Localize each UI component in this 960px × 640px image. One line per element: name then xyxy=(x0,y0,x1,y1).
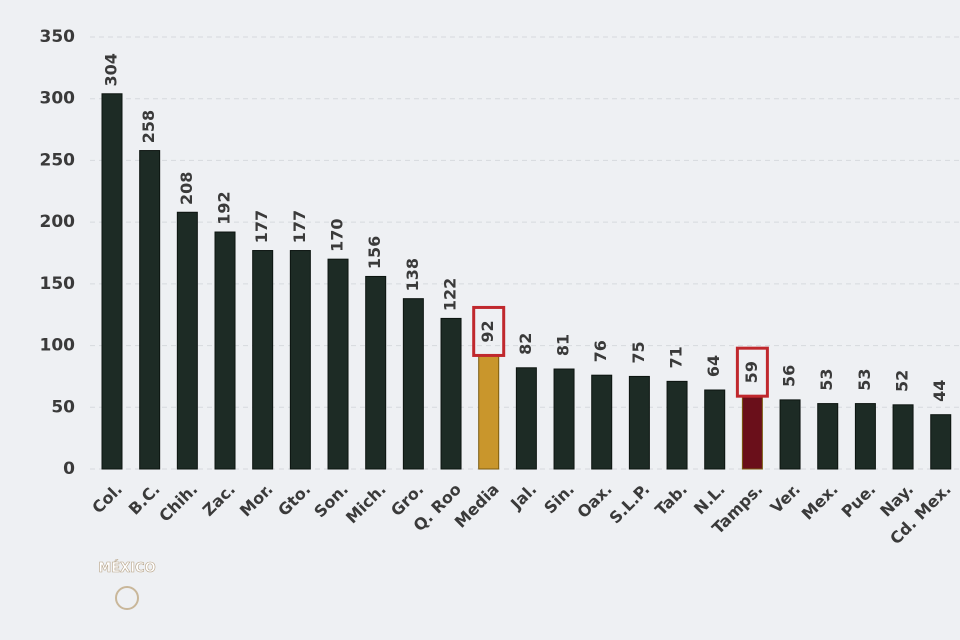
bar xyxy=(779,399,801,470)
value-label: 138 xyxy=(403,258,422,291)
value-label: 64 xyxy=(704,355,723,377)
value-label: 53 xyxy=(817,368,836,390)
y-tick-label: 50 xyxy=(51,397,75,417)
bar xyxy=(252,250,274,470)
value-label: 71 xyxy=(667,346,686,368)
value-label: 92 xyxy=(478,320,497,342)
y-tick-label: 300 xyxy=(40,89,76,109)
bar xyxy=(101,93,123,470)
value-label: 44 xyxy=(930,380,949,402)
value-label: 122 xyxy=(441,278,460,311)
bar xyxy=(289,250,311,470)
y-tick-label: 0 xyxy=(63,459,75,479)
value-label: 192 xyxy=(215,191,234,224)
y-tick-label: 200 xyxy=(40,212,76,232)
bar xyxy=(930,414,952,470)
value-label: 81 xyxy=(554,334,573,356)
highlight-box xyxy=(472,305,506,357)
bar xyxy=(628,375,650,470)
logo-text: MÉXICO xyxy=(98,560,155,576)
value-label: 258 xyxy=(139,110,158,143)
highlight-box xyxy=(735,346,769,398)
logo-seal xyxy=(115,586,139,610)
bar xyxy=(591,374,613,470)
bar xyxy=(892,404,914,470)
value-label: 59 xyxy=(742,361,761,383)
y-tick-label: 250 xyxy=(40,150,76,170)
value-label: 75 xyxy=(629,341,648,363)
bar xyxy=(515,367,537,470)
bar xyxy=(553,368,575,470)
bar xyxy=(666,380,688,470)
y-tick-label: 350 xyxy=(40,27,76,47)
value-label: 53 xyxy=(855,368,874,390)
bar xyxy=(327,258,349,470)
bar xyxy=(365,275,387,470)
bar xyxy=(704,389,726,470)
value-label: 76 xyxy=(591,340,610,362)
bar xyxy=(176,211,198,470)
value-label: 177 xyxy=(290,210,309,243)
value-label: 52 xyxy=(893,370,912,392)
y-tick-label: 100 xyxy=(40,336,76,356)
value-label: 208 xyxy=(177,172,196,205)
bar xyxy=(139,150,161,470)
value-label: 170 xyxy=(328,218,347,251)
bar xyxy=(478,354,500,470)
bar xyxy=(440,317,462,470)
value-label: 56 xyxy=(780,365,799,387)
bar xyxy=(214,231,236,470)
bar xyxy=(402,298,424,470)
bar xyxy=(741,395,763,470)
bar xyxy=(854,403,876,470)
value-label: 82 xyxy=(516,333,535,355)
value-label: 156 xyxy=(365,236,384,269)
value-label: 177 xyxy=(252,210,271,243)
bar xyxy=(817,403,839,470)
value-label: 304 xyxy=(102,53,121,86)
y-tick-label: 150 xyxy=(40,274,76,294)
